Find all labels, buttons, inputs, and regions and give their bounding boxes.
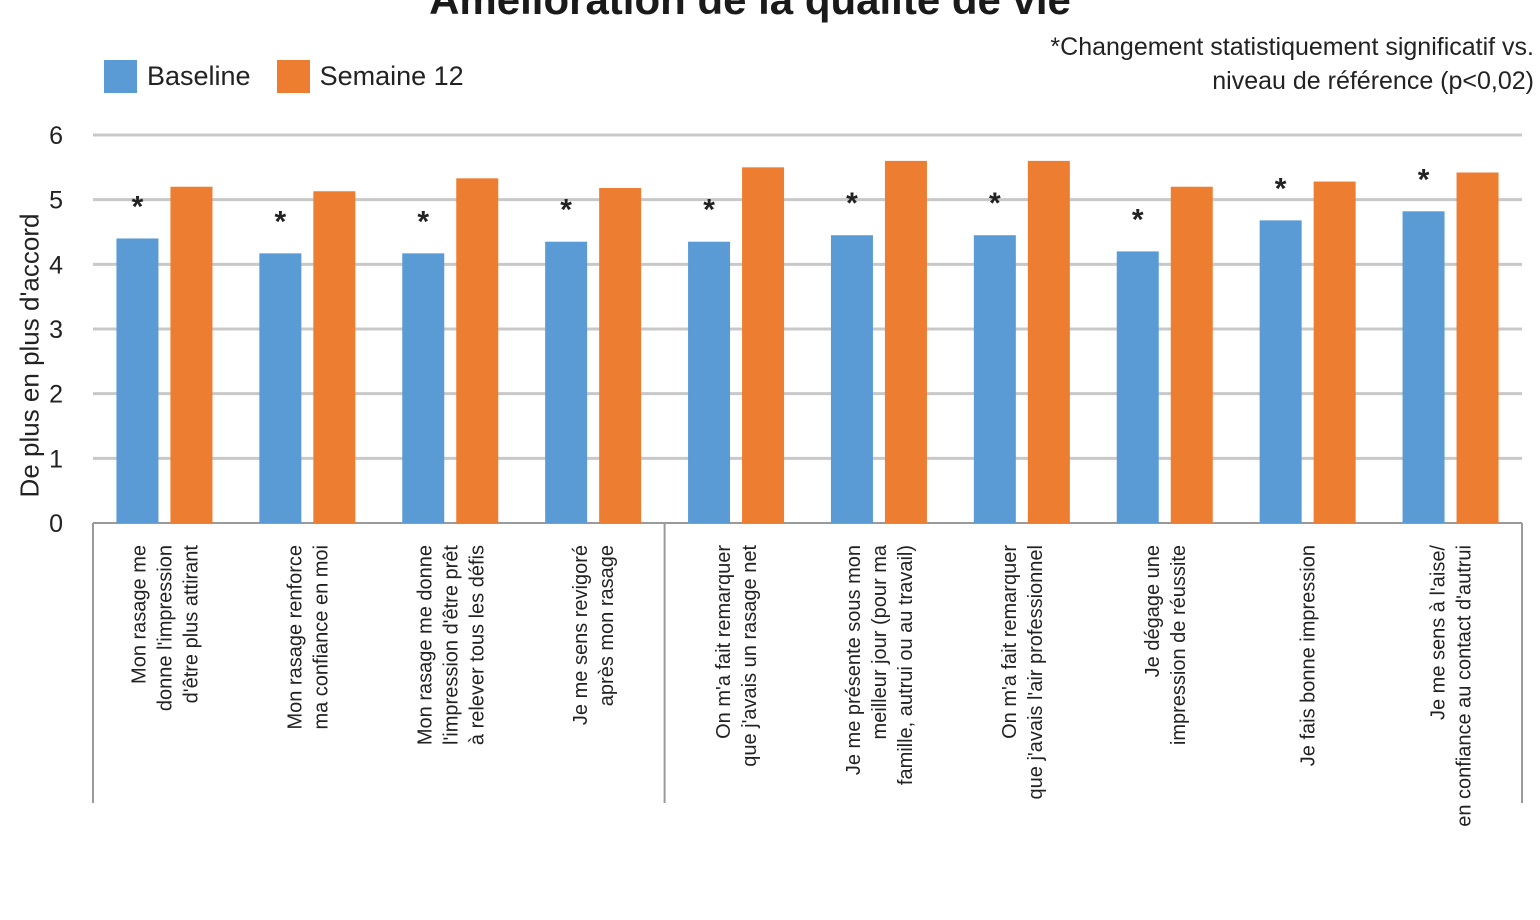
legend-label-semaine-12: Semaine 12: [319, 61, 464, 91]
significance-note-line-1: *Changement statistiquement significatif…: [1050, 33, 1534, 61]
category-label-line: On m'a fait remarquer: [999, 545, 1021, 739]
significance-star: *: [132, 190, 144, 223]
category-label: Je me sens revigoré après mon rasage: [570, 545, 618, 725]
category-label-line: impression de réussite: [1168, 545, 1190, 745]
category-label-line: Je dégage une: [1142, 545, 1164, 677]
significance-star: *: [989, 187, 1001, 220]
category-label-line: Je me sens à l'aise/: [1428, 545, 1450, 720]
bar-baseline: [545, 241, 588, 523]
category-label-line: que j'avais l'air professionnel: [1025, 545, 1047, 799]
category-label: Mon rasage renforce ma confiance en moi: [284, 545, 332, 730]
category-label-line: Mon rasage me donne: [414, 545, 436, 745]
category-label-line: On m'a fait remarquer: [713, 545, 735, 739]
significance-star: *: [560, 194, 572, 227]
category-label: Je dégage une impression de réussite: [1142, 545, 1190, 745]
category-label-line: l'impression d'être prêt: [440, 545, 462, 745]
legend-swatch-semaine-12: [276, 60, 310, 93]
category-label-line: meilleur jour (pour ma: [869, 544, 891, 739]
bar-semaine-12: [742, 167, 785, 524]
y-tick-label: 2: [49, 381, 63, 409]
category-label-line: que j'avais un rasage net: [739, 545, 761, 767]
significance-star: *: [1418, 163, 1430, 196]
significance-star: *: [703, 194, 715, 227]
category-label-line: Mon rasage me: [128, 545, 150, 684]
bar-semaine-12: [456, 178, 499, 523]
y-tick-label: 0: [49, 510, 63, 538]
significance-star: *: [1275, 172, 1287, 205]
y-tick-label: 6: [49, 122, 63, 150]
legend-item-semaine-12: Semaine 12: [276, 60, 464, 93]
bar-semaine-12: [599, 188, 642, 523]
bar-baseline: [259, 253, 302, 523]
significance-star: *: [846, 187, 858, 220]
category-label: On m'a fait remarquer que j'avais un rasa…: [713, 545, 761, 767]
y-tick-label: 1: [49, 445, 63, 473]
chart-title: Amélioration de la qualité de vie: [0, 0, 1500, 24]
category-label-line: d'être plus attirant: [180, 545, 202, 704]
category-label: Je me présente sous mon meilleur jour (po…: [843, 544, 917, 785]
legend: Baseline Semaine 12: [104, 60, 490, 93]
category-label: Mon rasage me donne l'impression d'être pl…: [128, 545, 202, 712]
bar-baseline: [688, 241, 731, 523]
category-label-line: à relever tous les défis: [466, 545, 488, 745]
legend-swatch-baseline: [104, 60, 137, 93]
category-label: Je me sens à l'aise/en confiance au cont…: [1428, 545, 1476, 827]
category-label-line: Je me présente sous mon: [843, 545, 865, 775]
bar-baseline: [1116, 251, 1159, 523]
bar-baseline: [973, 235, 1016, 523]
category-label-line: ma confiance en moi: [310, 545, 332, 730]
significance-star: *: [417, 205, 429, 238]
significance-note-line-2: niveau de référence (p<0,02): [1212, 67, 1534, 95]
category-label-line: Mon rasage renforce: [284, 545, 306, 730]
bar-semaine-12: [1456, 172, 1499, 524]
bar-semaine-12: [1027, 160, 1070, 523]
category-label: Mon rasage me donne l'impression d'être p…: [414, 545, 488, 746]
significance-star: *: [1132, 203, 1144, 236]
category-label-line: donne l'impression: [154, 545, 176, 711]
bar-baseline: [402, 253, 445, 523]
category-label: Je fais bonne impression: [1298, 545, 1320, 766]
legend-label-baseline: Baseline: [147, 61, 251, 91]
category-label: On m'a fait remarquer que j'avais l'air p…: [999, 545, 1047, 800]
category-label-line: Je me sens revigoré: [570, 545, 592, 725]
category-label-line: famille, autrui ou au travail): [895, 545, 917, 785]
bar-semaine-12: [1170, 186, 1213, 523]
category-label-line: après mon rasage: [596, 545, 618, 706]
category-label-line: en confiance au contact d'autrui: [1454, 545, 1476, 827]
bar-semaine-12: [884, 160, 927, 523]
y-tick-label: 5: [49, 187, 63, 215]
bar-baseline: [830, 235, 873, 523]
bar-semaine-12: [313, 191, 356, 523]
significance-note: *Changement statistiquement significatif…: [1050, 30, 1534, 98]
legend-item-baseline: Baseline: [104, 60, 251, 93]
bar-baseline: [1259, 220, 1302, 524]
bar-baseline: [116, 238, 159, 523]
significance-star: *: [275, 205, 287, 238]
y-tick-label: 4: [49, 251, 63, 279]
bar-semaine-12: [1313, 181, 1356, 523]
category-label-line: Je fais bonne impression: [1298, 545, 1320, 766]
y-tick-label: 3: [49, 316, 63, 344]
bar-baseline: [1402, 211, 1445, 523]
bar-semaine-12: [170, 186, 213, 523]
